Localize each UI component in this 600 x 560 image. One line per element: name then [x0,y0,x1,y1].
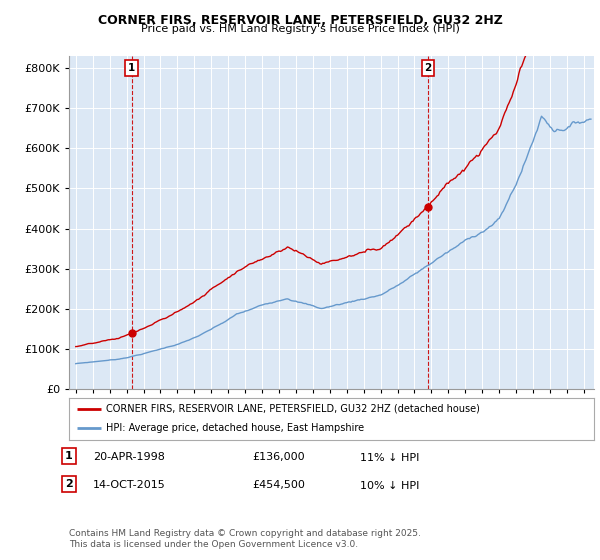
Text: 2: 2 [424,63,431,73]
Text: Price paid vs. HM Land Registry's House Price Index (HPI): Price paid vs. HM Land Registry's House … [140,24,460,34]
Text: CORNER FIRS, RESERVOIR LANE, PETERSFIELD, GU32 2HZ: CORNER FIRS, RESERVOIR LANE, PETERSFIELD… [98,14,502,27]
Text: 11% ↓ HPI: 11% ↓ HPI [360,452,419,463]
Text: 20-APR-1998: 20-APR-1998 [93,452,165,463]
Text: £454,500: £454,500 [252,480,305,491]
Text: £136,000: £136,000 [252,452,305,463]
Text: 1: 1 [128,63,135,73]
Text: 2: 2 [65,479,73,489]
Text: 14-OCT-2015: 14-OCT-2015 [93,480,166,491]
Text: Contains HM Land Registry data © Crown copyright and database right 2025.
This d: Contains HM Land Registry data © Crown c… [69,529,421,549]
Text: CORNER FIRS, RESERVOIR LANE, PETERSFIELD, GU32 2HZ (detached house): CORNER FIRS, RESERVOIR LANE, PETERSFIELD… [106,404,479,414]
Text: 10% ↓ HPI: 10% ↓ HPI [360,480,419,491]
Text: HPI: Average price, detached house, East Hampshire: HPI: Average price, detached house, East… [106,423,364,433]
Text: 1: 1 [65,451,73,461]
